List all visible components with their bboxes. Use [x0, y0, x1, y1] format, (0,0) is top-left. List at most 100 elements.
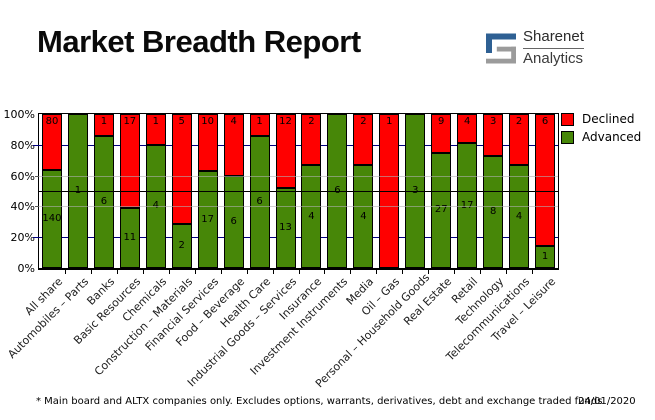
x-axis-tick — [194, 270, 196, 274]
page-title: Market Breadth Report — [37, 24, 361, 59]
y-axis-tick — [33, 237, 39, 239]
x-axis-tick — [272, 270, 274, 274]
y-axis-tick-label: 80% — [10, 138, 35, 152]
x-axis-tick — [350, 270, 352, 274]
bar-group: 17 4 — [457, 114, 478, 268]
bar-segment-declined — [145, 114, 166, 145]
bar-label-declined: 2 — [515, 116, 523, 127]
bar-segment-advanced — [171, 224, 192, 268]
bar-segment-declined — [197, 114, 218, 172]
bar-label-declined: 6 — [541, 116, 549, 127]
footnote-text: * Main board and ALTX companies only. Ex… — [36, 396, 603, 407]
x-axis-tick — [402, 270, 404, 274]
bar-label-advanced: 6 — [230, 215, 237, 227]
x-axis-tick — [116, 270, 118, 274]
y-axis-tick-label: 0% — [17, 262, 35, 275]
sharenet-logo: Sharenet Analytics — [486, 28, 584, 67]
x-axis-tick — [246, 270, 248, 274]
gridline-50pct-midline — [39, 191, 558, 192]
x-axis-tick — [428, 270, 430, 274]
bar-segment-declined — [301, 114, 322, 166]
y-axis-tick — [35, 175, 39, 177]
x-axis-tick — [142, 270, 144, 274]
bar-label-declined: 5 — [178, 116, 185, 127]
bar-segment-declined — [509, 114, 530, 166]
chart-legend: Declined Advanced — [561, 112, 641, 148]
bar-label-advanced: 2 — [178, 240, 185, 252]
bar-label-advanced: 8 — [489, 206, 497, 217]
gridline-40pct — [39, 206, 558, 208]
y-axis-tick-label: 100% — [3, 108, 35, 121]
bar-group: 17 10 — [197, 114, 218, 268]
bar-group: 13 12 — [275, 114, 296, 268]
bar-group: 11 17 — [119, 114, 140, 268]
bar-label-advanced: 1 — [68, 185, 88, 196]
bar-label-declined: 2 — [360, 116, 367, 127]
legend-label-advanced: Advanced — [582, 130, 642, 144]
sharenet-logo-text: Sharenet Analytics — [523, 28, 584, 67]
bar-segment-declined — [431, 114, 452, 153]
x-axis-tick — [480, 270, 482, 274]
x-axis-tick — [90, 270, 92, 274]
y-axis-tick — [35, 206, 39, 208]
bar-segment-advanced — [197, 171, 218, 268]
sharenet-logo-icon — [486, 32, 516, 65]
bar-segment-declined — [535, 114, 556, 246]
bar-segment-advanced — [535, 246, 556, 268]
bar-group: 140 80 — [41, 114, 62, 268]
x-axis-tick — [506, 270, 508, 274]
bar-segment-declined — [353, 114, 374, 166]
bar-label-advanced: 27 — [434, 204, 448, 216]
y-axis-tick — [33, 144, 39, 146]
bar-segment-advanced — [431, 152, 452, 268]
bar-label-advanced: 4 — [308, 210, 315, 222]
bar-label-declined: 3 — [489, 116, 497, 127]
bar-label-advanced: 13 — [279, 221, 292, 233]
bar-label-declined: 1 — [100, 116, 108, 127]
bar-label-advanced: 3 — [405, 185, 425, 196]
legend-item-declined: Declined — [561, 112, 641, 126]
bar-label-advanced: 6 — [256, 196, 263, 207]
bar-segment-advanced — [457, 143, 478, 268]
legend-item-advanced: Advanced — [561, 130, 641, 144]
x-axis-tick — [220, 270, 222, 274]
bar-segment-declined — [223, 114, 244, 176]
report-date: 24/01/2020 — [578, 396, 636, 407]
bar-label-declined: 80 — [45, 116, 59, 127]
bar-label-advanced: 140 — [42, 213, 62, 224]
bar-label-declined: 17 — [123, 116, 137, 127]
declined-color-swatch — [561, 112, 574, 126]
x-axis-tick — [532, 270, 534, 274]
logo-line-sharenet: Sharenet — [523, 28, 584, 49]
y-axis-tick-label: 20% — [10, 231, 35, 245]
bar-label-declined: 4 — [230, 116, 237, 127]
bar-label-advanced: 17 — [460, 199, 474, 211]
bar-label-declined: 1 — [386, 116, 393, 127]
bar-segment-advanced — [275, 187, 296, 268]
advanced-color-swatch — [561, 130, 574, 144]
x-axis-tick — [324, 270, 326, 274]
bar-label-declined: 10 — [201, 116, 215, 127]
x-axis-tick — [64, 270, 66, 274]
bar-segment-declined — [119, 114, 140, 208]
x-axis-tick — [298, 270, 300, 274]
gridline-20pct — [39, 237, 558, 239]
bar-label-advanced: 4 — [146, 200, 166, 211]
bar-segment-advanced — [249, 136, 270, 268]
bar-label-declined: 1 — [256, 116, 263, 127]
bar-group: 27 9 — [431, 114, 452, 268]
bar-label-declined: 2 — [308, 116, 315, 127]
bar-segment-declined — [483, 114, 504, 156]
bar-segment-declined — [275, 114, 296, 188]
bar-label-declined: 12 — [279, 116, 292, 127]
gridline-80pct — [39, 144, 558, 146]
x-axis-tick — [168, 270, 170, 274]
bar-segment-advanced — [119, 207, 140, 268]
